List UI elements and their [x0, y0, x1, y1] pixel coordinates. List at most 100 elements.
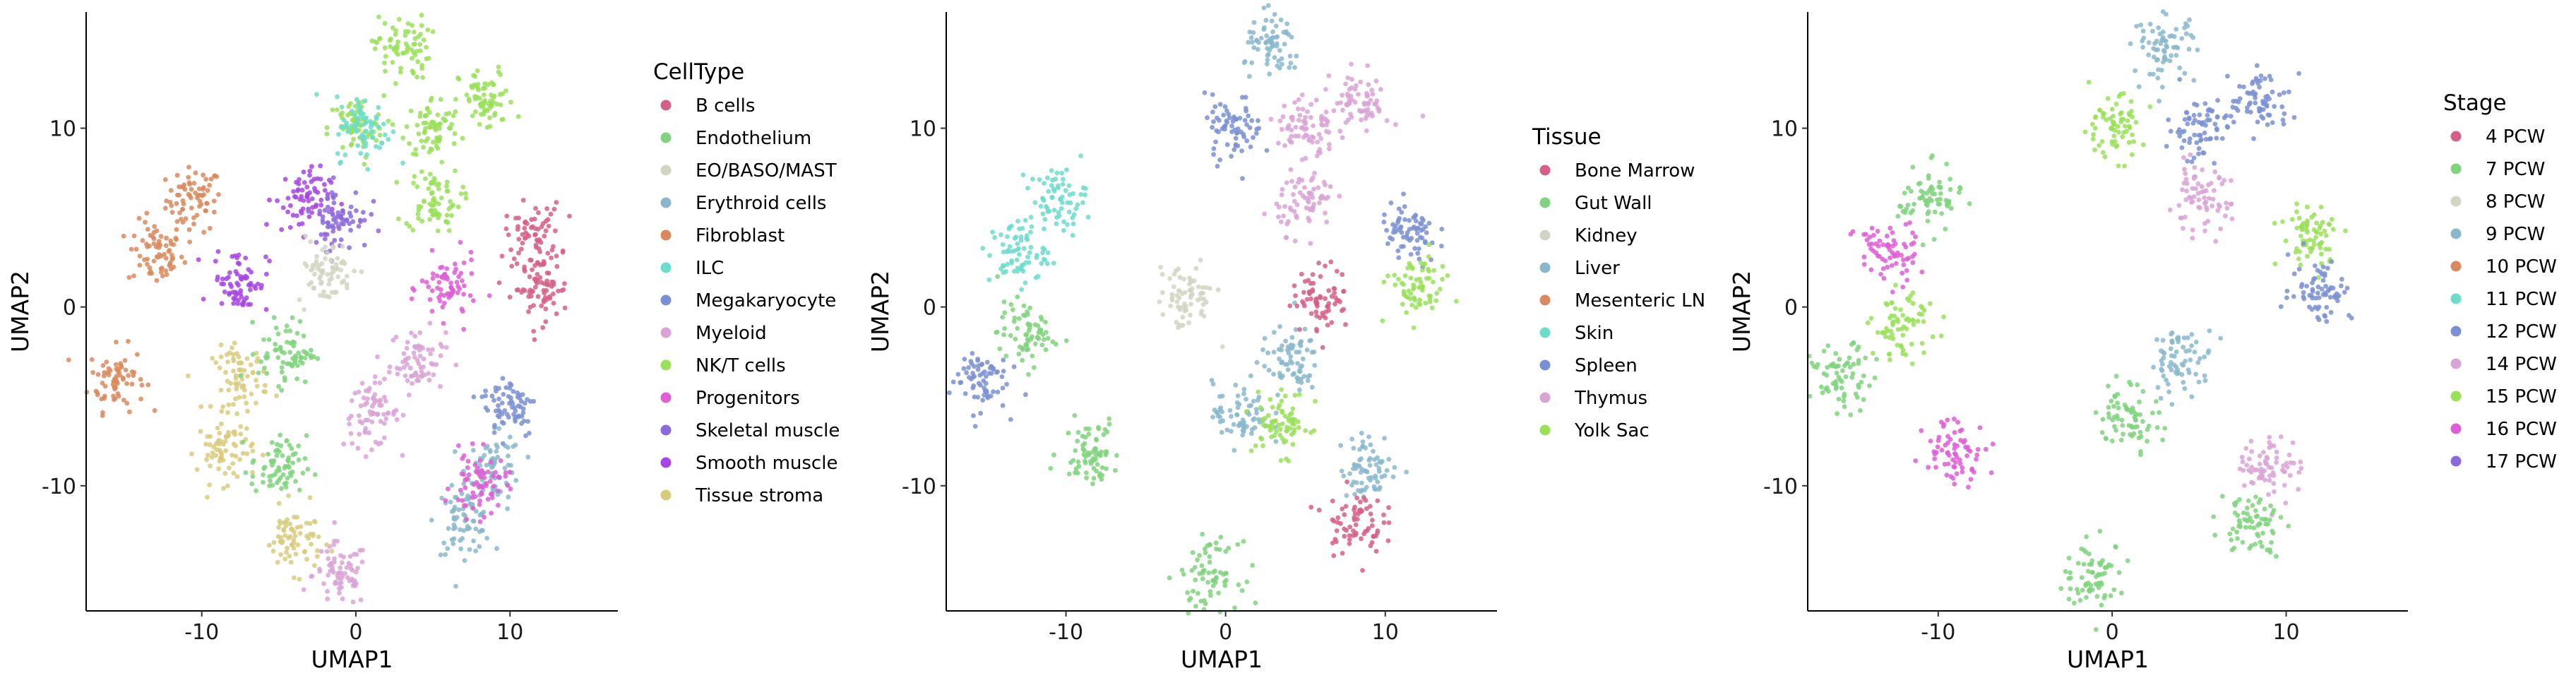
data-point	[1255, 398, 1260, 403]
data-point	[1983, 446, 1988, 452]
data-point	[93, 388, 99, 394]
data-point	[1274, 201, 1280, 206]
data-point	[1200, 532, 1205, 537]
data-point	[428, 351, 434, 357]
data-point	[1015, 295, 1020, 299]
legend-swatch	[1539, 392, 1551, 403]
data-point	[1399, 210, 1405, 215]
data-point	[1064, 167, 1069, 172]
data-point	[1369, 523, 1375, 528]
data-point	[2259, 544, 2265, 549]
data-point	[508, 100, 513, 105]
data-point	[459, 471, 465, 477]
data-point	[1900, 347, 1906, 353]
data-point	[439, 195, 444, 201]
data-point	[1265, 46, 1270, 51]
data-point	[162, 206, 168, 211]
data-point	[2090, 136, 2096, 142]
x-axis-title: UMAP1	[2067, 646, 2149, 673]
data-point	[453, 261, 458, 267]
data-point	[419, 63, 425, 68]
data-point	[2284, 295, 2289, 300]
data-point	[1841, 398, 1847, 403]
data-point	[2161, 351, 2167, 356]
data-point	[1880, 330, 1885, 335]
data-point	[466, 96, 472, 102]
data-point	[1241, 60, 1247, 66]
data-point	[2158, 41, 2164, 47]
data-point	[947, 390, 952, 396]
data-point	[1938, 420, 1944, 425]
data-point	[1412, 297, 1418, 303]
data-point	[1158, 265, 1163, 270]
data-point	[211, 198, 217, 203]
data-point	[286, 463, 291, 469]
x-tick-label: 0	[349, 620, 362, 645]
data-point	[285, 517, 290, 523]
data-point	[1176, 266, 1181, 272]
legend-swatch	[1539, 359, 1551, 371]
data-point	[198, 404, 204, 410]
data-point	[2196, 205, 2202, 210]
data-point	[139, 382, 145, 388]
data-point	[967, 374, 972, 380]
data-point	[1835, 411, 1840, 417]
data-point	[1009, 258, 1015, 263]
data-point	[1229, 414, 1234, 419]
data-point	[334, 107, 340, 112]
data-point	[1363, 116, 1368, 121]
data-point	[284, 549, 289, 555]
data-point	[465, 524, 470, 529]
data-point	[983, 374, 989, 379]
data-point	[326, 282, 332, 287]
data-point	[1054, 215, 1060, 220]
data-point	[429, 361, 434, 366]
data-point	[1066, 183, 1072, 189]
data-point	[1054, 221, 1059, 227]
data-point	[250, 470, 255, 475]
data-point	[516, 250, 521, 256]
data-point	[460, 136, 465, 141]
data-point	[462, 558, 467, 563]
data-point	[1271, 371, 1276, 377]
data-point	[1924, 191, 1930, 196]
data-point	[1066, 209, 1072, 215]
data-point	[1276, 214, 1281, 220]
data-point	[2194, 140, 2200, 145]
data-point	[1275, 392, 1280, 398]
data-point	[465, 465, 470, 470]
legend-label: 4 PCW	[2486, 126, 2545, 148]
data-point	[225, 410, 230, 415]
data-point	[549, 255, 554, 261]
data-point	[1050, 177, 1055, 183]
data-point	[2258, 466, 2264, 472]
data-point	[1909, 341, 1914, 347]
data-point	[482, 97, 487, 103]
data-point	[1336, 297, 1341, 303]
data-point	[1195, 557, 1200, 563]
data-point	[316, 534, 321, 540]
data-point	[201, 172, 205, 178]
data-point	[100, 381, 105, 386]
data-point	[335, 210, 341, 215]
data-point	[2323, 246, 2329, 252]
data-point	[2146, 40, 2152, 45]
data-point	[193, 170, 198, 176]
data-point	[979, 371, 985, 376]
data-point	[280, 359, 286, 365]
data-point	[2229, 537, 2234, 542]
data-point	[1300, 356, 1306, 362]
legend-item: Liver	[1539, 258, 1620, 279]
data-point	[350, 568, 355, 573]
data-point	[1988, 470, 1994, 475]
data-point	[1417, 285, 1421, 290]
data-point	[1385, 538, 1391, 543]
data-point	[2164, 44, 2170, 50]
data-point	[473, 109, 478, 114]
data-point	[158, 234, 164, 239]
data-point	[1278, 17, 1284, 23]
data-point	[244, 295, 249, 301]
data-point	[494, 101, 500, 107]
data-point	[364, 129, 369, 133]
data-point	[1369, 88, 1375, 93]
